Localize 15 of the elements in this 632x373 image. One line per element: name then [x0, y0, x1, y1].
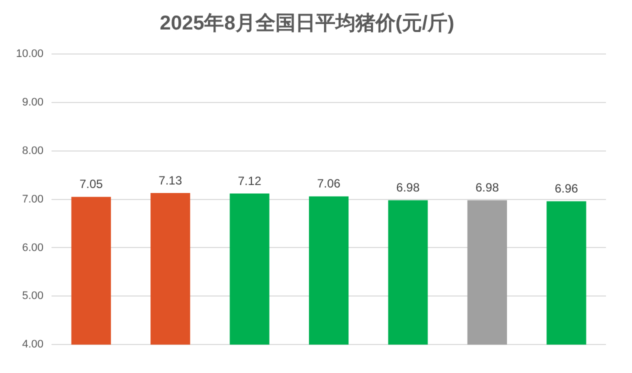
data-label: 6.98	[476, 180, 500, 195]
y-tick-label: 7.00	[22, 193, 44, 206]
y-tick-label: 6.00	[22, 242, 44, 254]
y-tick-label: 9.00	[22, 96, 44, 108]
y-tick-label: 8.00	[22, 144, 44, 157]
data-label: 7.06	[317, 176, 341, 191]
y-tick-label: 10.00	[16, 48, 44, 60]
data-label: 6.98	[396, 180, 420, 195]
data-label: 7.05	[79, 177, 104, 192]
chart-title: 2025年8月全国日平均猪价(元/斤)	[160, 12, 454, 35]
data-label: 7.13	[158, 173, 182, 188]
data-label: 6.96	[554, 182, 578, 196]
data-label: 7.12	[238, 174, 262, 188]
y-tick-label: 5.00	[22, 290, 44, 302]
y-tick-label: 4.00	[22, 338, 44, 351]
